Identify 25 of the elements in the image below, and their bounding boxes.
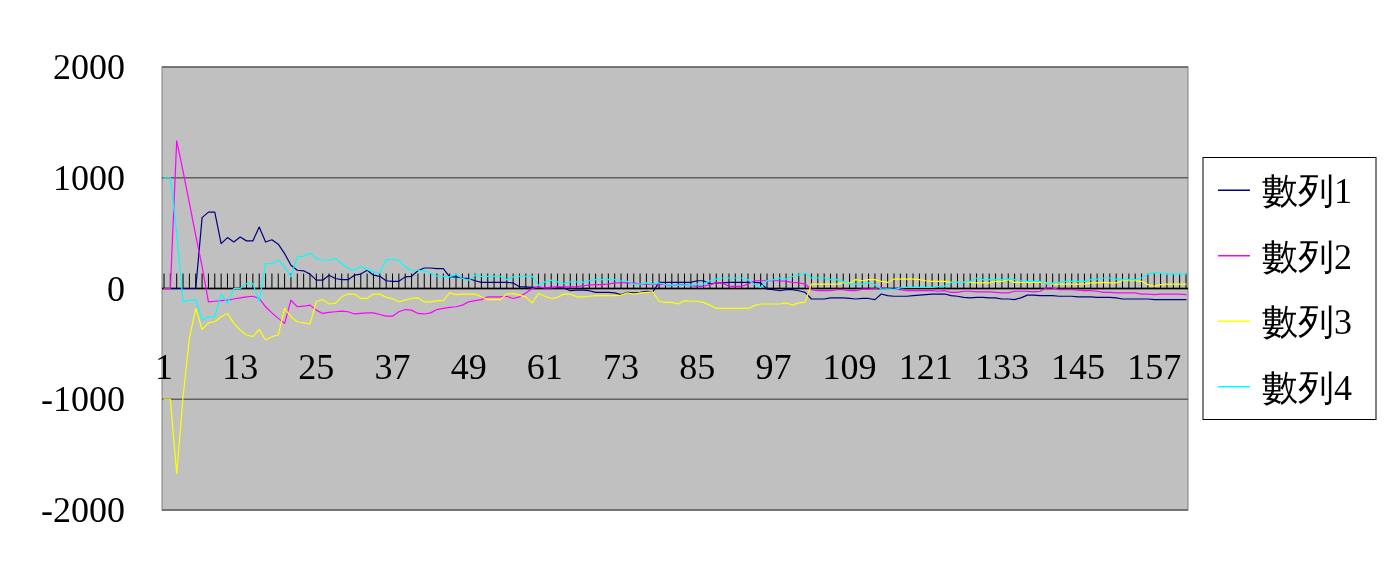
y-tick-label: -2000 (41, 490, 125, 530)
legend-label: 數列2 (1262, 236, 1352, 277)
y-tick-label: 0 (107, 268, 125, 309)
y-tick-label: 1000 (53, 157, 125, 198)
x-tick-label: 37 (374, 346, 411, 387)
x-tick-label: 109 (822, 346, 877, 387)
x-tick-label: 85 (679, 346, 716, 387)
x-tick-label: 145 (1051, 346, 1106, 387)
y-tick-label: 2000 (53, 47, 125, 87)
line-series (163, 177, 1187, 321)
x-tick-label: 61 (526, 346, 563, 387)
line-series (163, 140, 1187, 324)
x-tick-label: 157 (1127, 346, 1182, 387)
x-tick-label: 13 (222, 346, 259, 387)
legend-label: 數列4 (1262, 367, 1352, 408)
x-tick-label: 25 (298, 346, 335, 387)
legend-label: 數列1 (1262, 171, 1352, 212)
x-tick-label: 133 (974, 346, 1029, 387)
legend-label: 數列3 (1262, 302, 1352, 343)
x-tick-label: 97 (755, 346, 792, 387)
y-tick-label: -1000 (41, 379, 125, 420)
x-tick-label: 49 (450, 346, 487, 387)
x-tick-label: 121 (898, 346, 953, 387)
x-tick-label: 73 (603, 346, 640, 387)
x-tick-label: 1 (155, 346, 173, 387)
